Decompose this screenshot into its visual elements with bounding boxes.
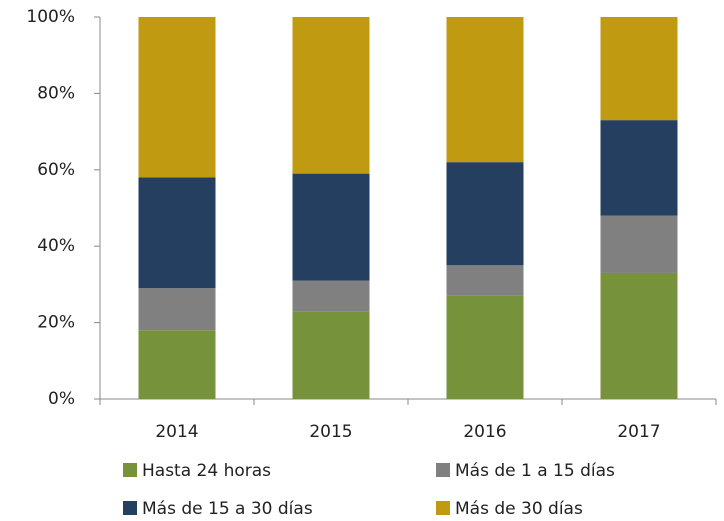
bar-segment <box>600 120 678 216</box>
bar-segment <box>138 330 216 399</box>
legend-label: Más de 1 a 15 días <box>455 461 615 481</box>
bar-segment <box>600 272 678 399</box>
y-tick-label: 60% <box>37 160 75 180</box>
bar-segment <box>138 177 216 289</box>
bar-segment <box>600 17 678 121</box>
bar-segment <box>292 173 370 281</box>
y-tick-label: 100% <box>26 7 75 27</box>
y-tick-label: 40% <box>37 236 75 256</box>
bar-segment <box>138 288 216 331</box>
x-tick-label: 2017 <box>617 422 660 442</box>
y-tick-label: 20% <box>37 313 75 333</box>
bar-segment <box>446 265 524 296</box>
y-tick-label: 80% <box>37 83 75 103</box>
bar-segment <box>600 215 678 273</box>
legend-label: Más de 15 a 30 días <box>142 499 313 519</box>
bar-segment <box>292 280 370 312</box>
x-tick-label: 2014 <box>155 422 198 442</box>
bar-segment <box>446 17 524 163</box>
bar-segment <box>446 162 524 266</box>
bar-segment <box>292 311 370 399</box>
bar-segment <box>446 295 524 399</box>
x-tick-label: 2016 <box>463 422 506 442</box>
legend-swatch <box>123 501 137 515</box>
legend-swatch <box>436 501 450 515</box>
legend-label: Más de 30 días <box>455 499 583 519</box>
legend-label: Hasta 24 horas <box>142 461 271 481</box>
legend-swatch <box>436 463 450 477</box>
legend-swatch <box>123 463 137 477</box>
bar-segment <box>292 17 370 174</box>
bar-segment <box>138 17 216 178</box>
x-tick-label: 2015 <box>309 422 352 442</box>
y-tick-label: 0% <box>48 389 75 409</box>
